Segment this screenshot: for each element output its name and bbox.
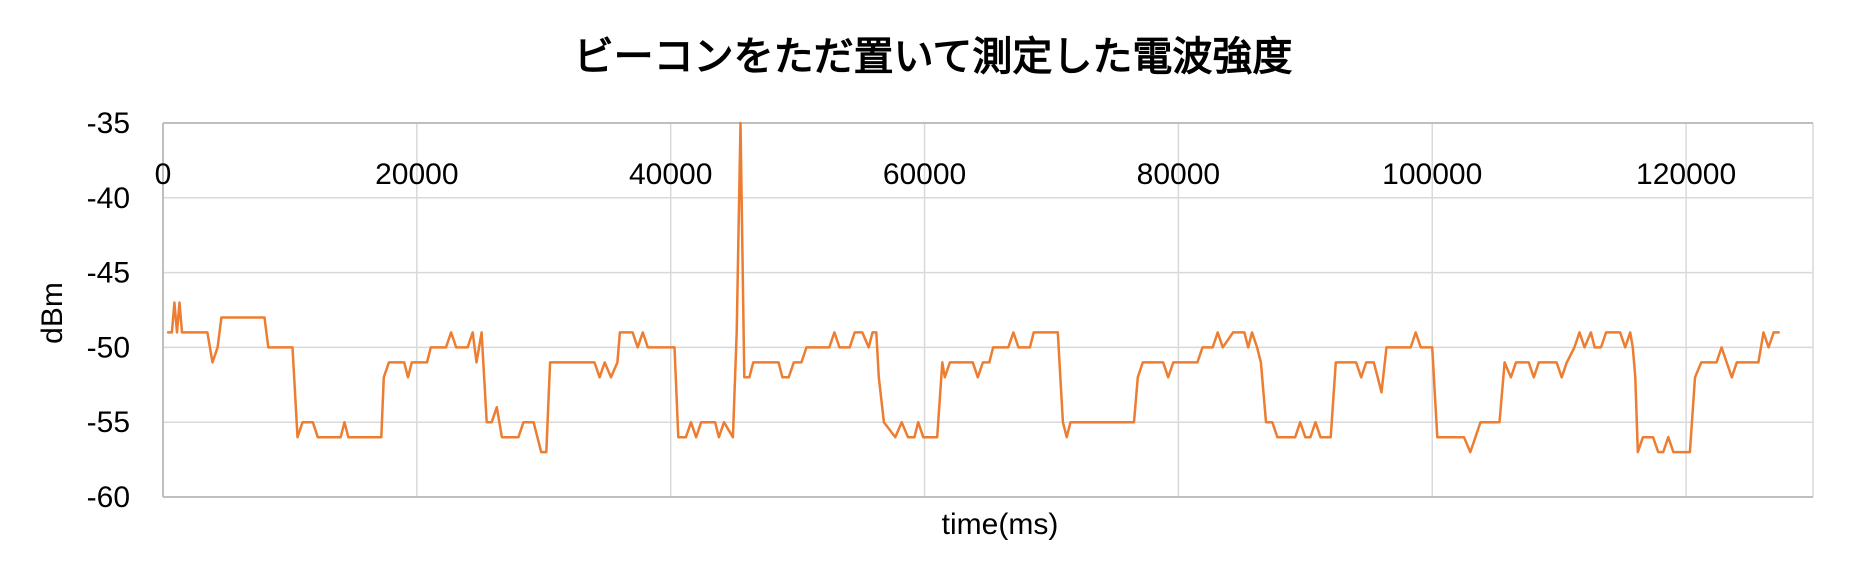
- y-tick-label: -50: [87, 331, 130, 364]
- x-axis-title: time(ms): [942, 508, 1059, 541]
- y-tick-label: -60: [87, 481, 130, 514]
- x-axis-tick-labels: 0 20000 40000 60000 80000 100000 120000: [155, 158, 1736, 191]
- series-line: [166, 121, 1780, 454]
- x-tick-label: 100000: [1382, 158, 1482, 191]
- x-tick-label: 60000: [883, 158, 966, 191]
- y-axis-title: dBm: [36, 282, 69, 344]
- y-tick-label: -40: [87, 182, 130, 215]
- chart-title: ビーコンをただ置いて測定した電波強度: [574, 34, 1293, 80]
- x-tick-label: 40000: [629, 158, 712, 191]
- y-tick-label: -35: [87, 107, 130, 140]
- x-tick-label: 20000: [375, 158, 458, 191]
- x-tick-label: 0: [155, 158, 172, 191]
- series-group: [166, 121, 1780, 454]
- y-axis-tick-labels: -35 -40 -45 -50 -55 -60: [87, 107, 130, 514]
- x-tick-label: 120000: [1636, 158, 1736, 191]
- y-tick-label: -55: [87, 406, 130, 439]
- gridlines: [162, 122, 1814, 498]
- x-tick-label: 80000: [1137, 158, 1220, 191]
- y-tick-label: -45: [87, 257, 130, 290]
